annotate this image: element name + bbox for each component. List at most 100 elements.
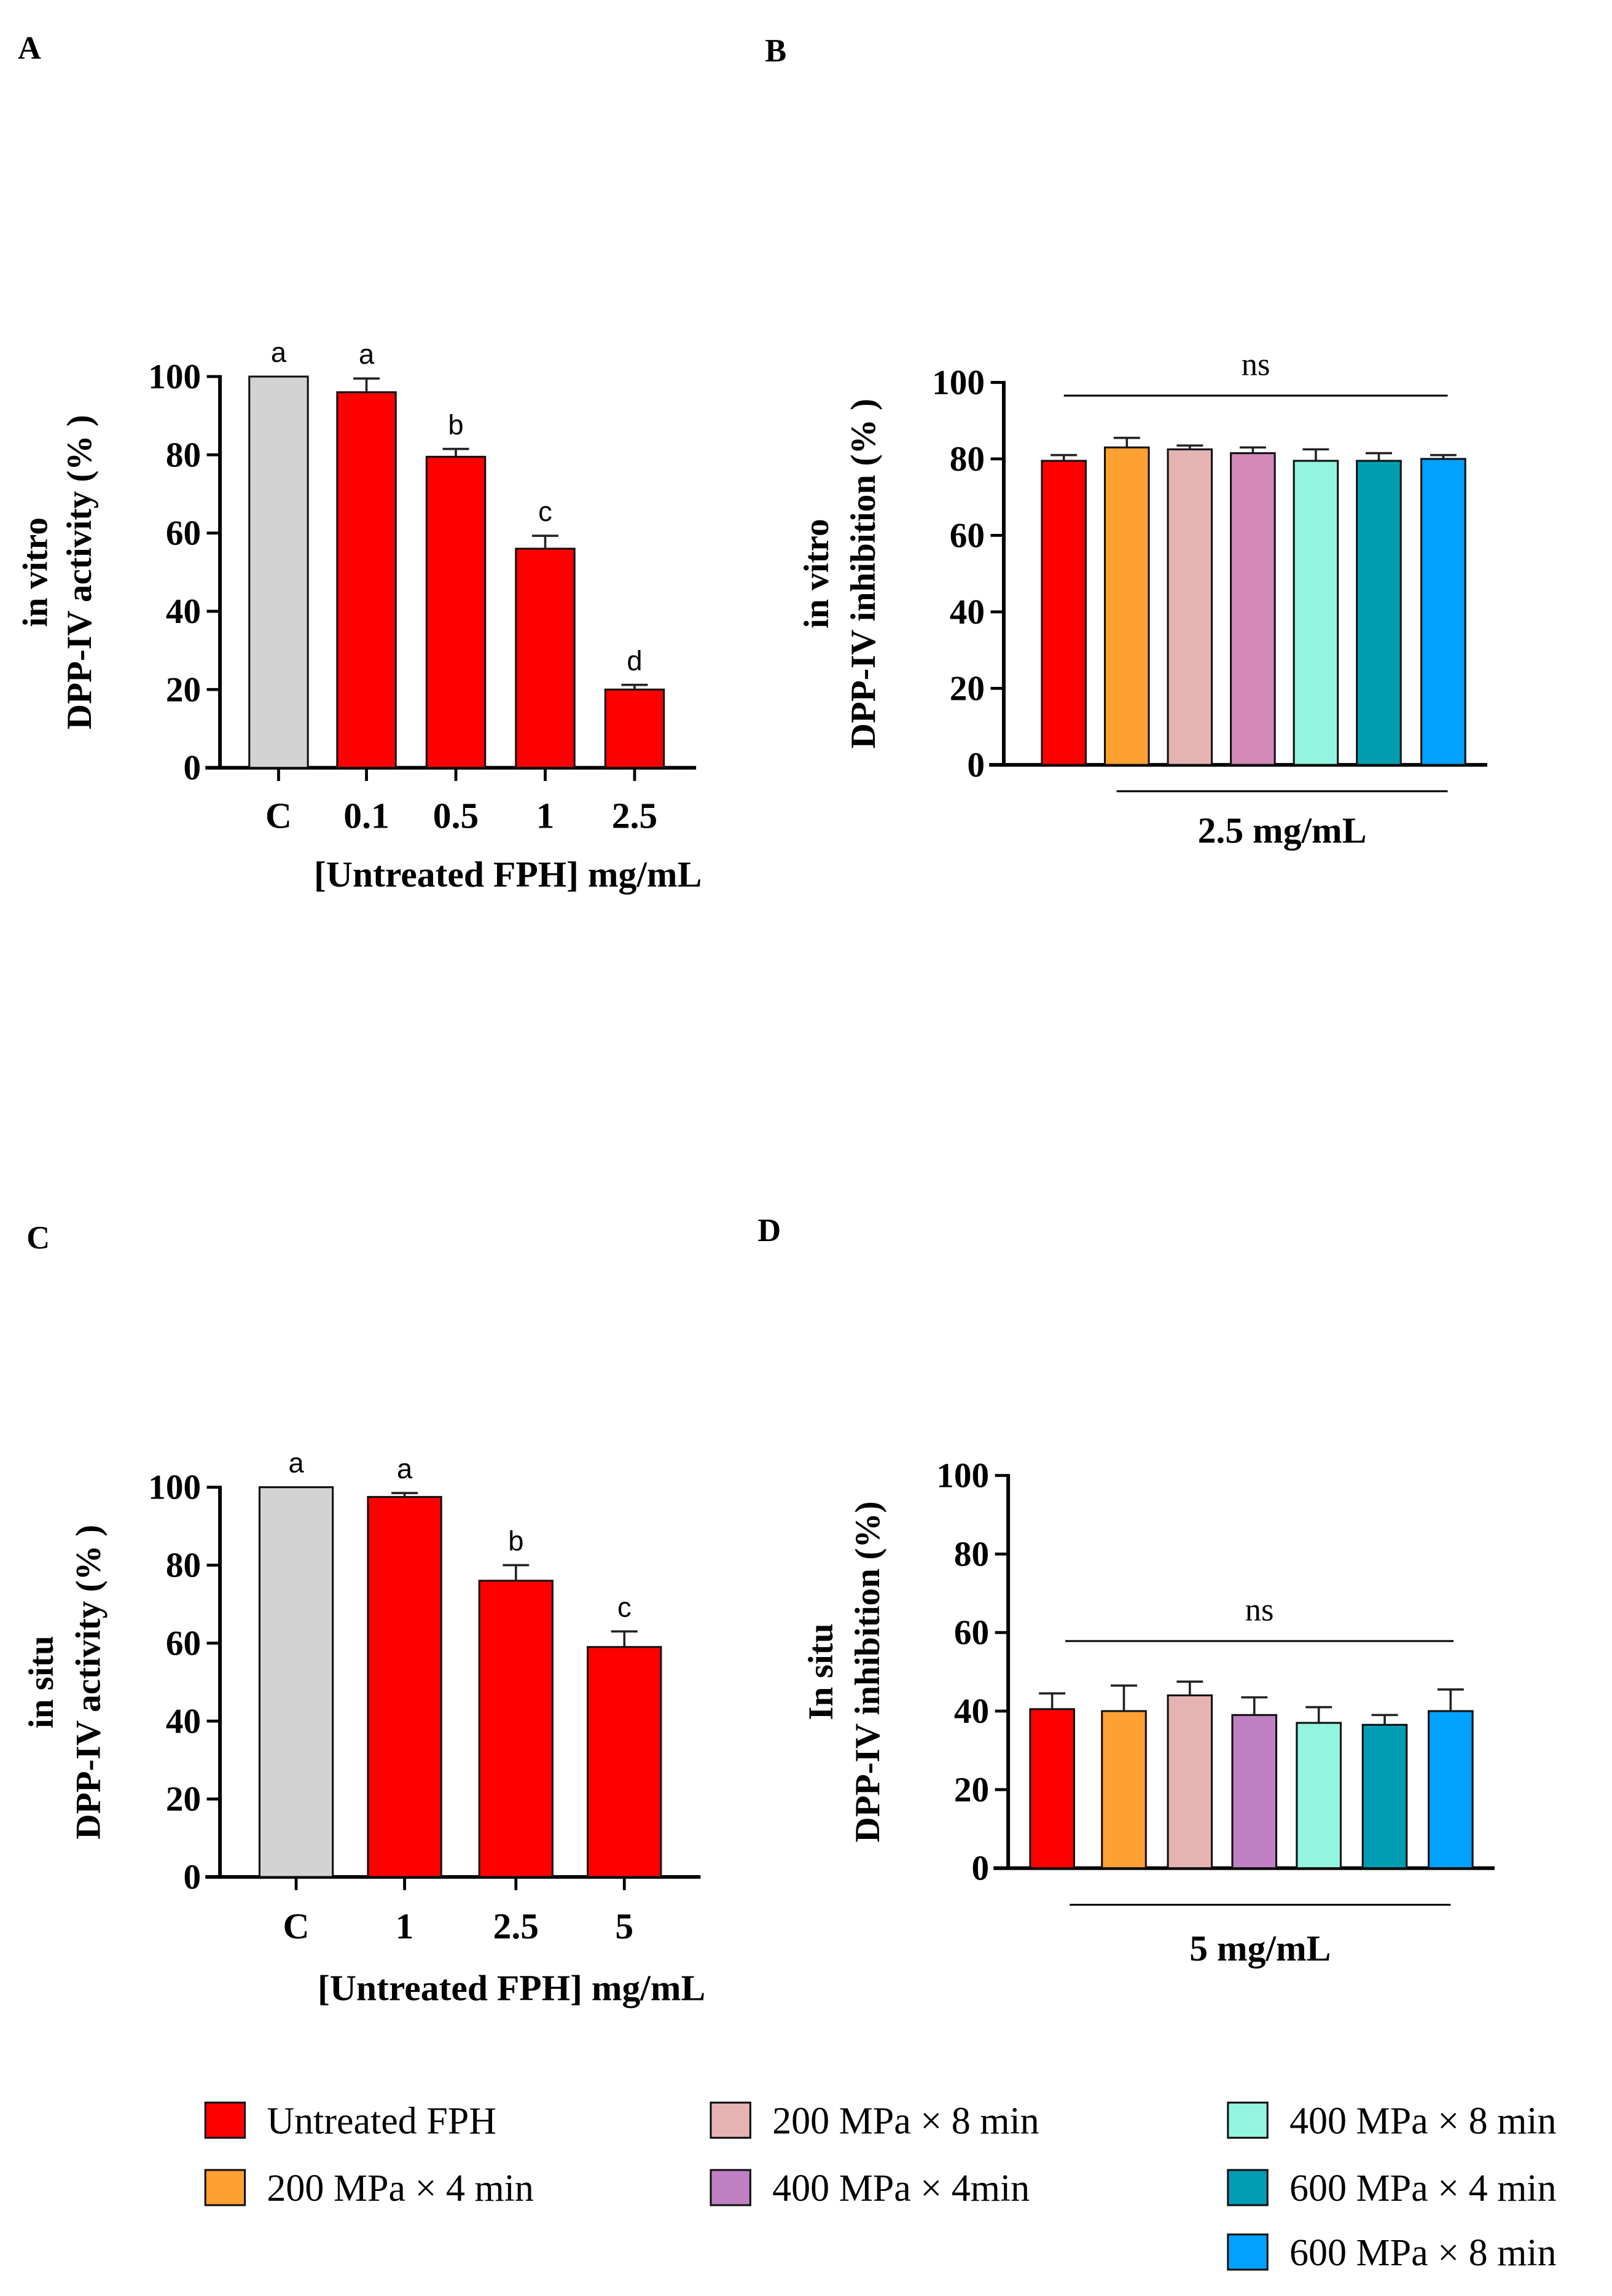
- significance-letter: a: [397, 1453, 413, 1484]
- group-label: 2.5 mg/mL: [1198, 810, 1367, 850]
- y-tick-label: 40: [954, 1692, 989, 1731]
- bar: [1167, 1694, 1213, 1870]
- y-axis-label-line1: in vitro: [797, 519, 836, 629]
- y-tick-label: 60: [166, 1624, 201, 1663]
- group-label: 5 mg/mL: [1189, 1928, 1331, 1969]
- y-tick-label: 20: [166, 1780, 201, 1819]
- bar: [604, 688, 665, 769]
- significance-letter: a: [271, 337, 287, 368]
- bar: [367, 1495, 442, 1878]
- bar: [1041, 460, 1087, 766]
- bar: [1296, 1722, 1342, 1870]
- panel-c: C 0 20 40 60 80 100 in situ DPP-IV activity (% )…: [22, 1220, 705, 2008]
- y-axis-label-line2: DPP-IV inhibition (%): [848, 1501, 887, 1842]
- y-axis-label-line2: DPP-IV inhibition (% ): [844, 399, 883, 749]
- significance-letter: a: [359, 339, 375, 370]
- significance-letter: b: [508, 1526, 523, 1557]
- significance-letter: d: [627, 645, 642, 676]
- y-tick-label: 20: [166, 670, 201, 709]
- legend-swatch: [204, 2169, 246, 2206]
- x-tick-label: C: [283, 1906, 310, 1946]
- bar: [1029, 1708, 1075, 1870]
- ns-label: ns: [1245, 1593, 1274, 1628]
- legend-swatch: [1227, 2169, 1269, 2206]
- y-tick-label: 0: [971, 1849, 989, 1888]
- legend-label: 600 MPa × 8 min: [1289, 2232, 1557, 2274]
- legend-label: 600 MPa × 4 min: [1289, 2168, 1557, 2209]
- x-tick-label: 5: [615, 1906, 633, 1946]
- legend-swatch: [204, 2101, 246, 2139]
- panel-label: D: [757, 1213, 781, 1248]
- legend-swatch: [710, 2101, 751, 2139]
- legend-label: 400 MPa × 4min: [772, 2168, 1030, 2209]
- x-tick-label: 2.5: [493, 1906, 539, 1946]
- x-tick-label: C: [265, 795, 292, 836]
- panel-d: D 0 20 40 60 80 100 In situ DPP-IV inhibition (%…: [757, 1213, 1495, 1969]
- bar: [336, 391, 397, 769]
- bar: [1231, 1714, 1278, 1870]
- panel-label: A: [18, 30, 41, 66]
- legend: Untreated FPH 200 MPa × 4 min 200 MPa × 8 …: [204, 2100, 1557, 2274]
- bar: [478, 1580, 554, 1878]
- y-tick-label: 0: [967, 746, 985, 785]
- y-tick-label: 100: [148, 1468, 201, 1507]
- y-tick-label: 60: [950, 516, 985, 555]
- bar: [258, 1486, 334, 1878]
- bar: [515, 547, 576, 769]
- y-tick-label: 80: [950, 440, 985, 479]
- y-tick-label: 40: [166, 592, 201, 631]
- bar: [425, 455, 487, 769]
- y-tick-label: 20: [954, 1771, 989, 1809]
- y-axis-label-line1: In situ: [802, 1623, 840, 1720]
- x-tick-label: 0.1: [343, 795, 389, 836]
- bar: [1293, 460, 1339, 766]
- panel-label: B: [765, 33, 786, 69]
- y-axis-label-line2: DPP-IV activity (% ): [69, 1525, 108, 1840]
- legend-swatch: [710, 2169, 751, 2206]
- y-tick-label: 60: [954, 1613, 989, 1652]
- y-tick-label: 100: [932, 364, 985, 402]
- y-tick-label: 60: [166, 514, 201, 553]
- y-tick-label: 40: [950, 593, 985, 632]
- x-tick-label: 1: [536, 795, 555, 836]
- legend-label: 200 MPa × 8 min: [772, 2100, 1039, 2142]
- y-tick-label: 80: [954, 1535, 989, 1573]
- bar: [248, 375, 309, 769]
- panel-a: A 0 20 40 60 80 100 in vitro DPP-IV activity (% …: [17, 30, 702, 894]
- legend-swatch: [1227, 2101, 1269, 2139]
- bar: [1361, 1723, 1408, 1870]
- y-tick-label: 100: [148, 358, 201, 396]
- y-axis-label-line1: in vitro: [17, 517, 55, 627]
- significance-letter: c: [617, 1591, 632, 1623]
- x-tick-label: 0.5: [433, 795, 479, 836]
- bar: [1427, 1710, 1474, 1870]
- x-tick-label: 1: [396, 1906, 414, 1946]
- x-axis-label: [Untreated FPH] mg/mL: [314, 854, 702, 895]
- legend-label: 200 MPa × 4 min: [267, 2168, 534, 2209]
- bar: [1103, 446, 1150, 766]
- y-tick-label: 40: [166, 1702, 201, 1741]
- legend-label: Untreated FPH: [267, 2100, 496, 2142]
- y-axis-label-line1: in situ: [22, 1636, 61, 1728]
- bar: [587, 1646, 662, 1878]
- bar: [1420, 458, 1466, 766]
- panel-b: B 0 20 40 60 80 100 in vitro DPP-IV inhibition (…: [765, 33, 1487, 850]
- y-axis-label-line2: DPP-IV activity (% ): [60, 415, 99, 729]
- legend-swatch: [1227, 2233, 1269, 2271]
- y-tick-label: 0: [183, 1858, 201, 1897]
- significance-letter: c: [538, 496, 552, 527]
- bar: [1167, 448, 1213, 766]
- y-tick-label: 100: [936, 1457, 989, 1495]
- y-tick-label: 0: [183, 749, 201, 788]
- panel-label: C: [26, 1220, 50, 1256]
- y-tick-label: 80: [166, 436, 201, 474]
- bar: [1356, 460, 1402, 766]
- bar: [1101, 1710, 1147, 1870]
- y-tick-label: 80: [166, 1546, 201, 1585]
- significance-letter: a: [288, 1448, 304, 1479]
- x-axis-label: [Untreated FPH] mg/mL: [318, 1967, 705, 2008]
- y-tick-label: 20: [950, 669, 985, 708]
- x-tick-label: 2.5: [612, 795, 658, 836]
- bar: [1230, 452, 1276, 766]
